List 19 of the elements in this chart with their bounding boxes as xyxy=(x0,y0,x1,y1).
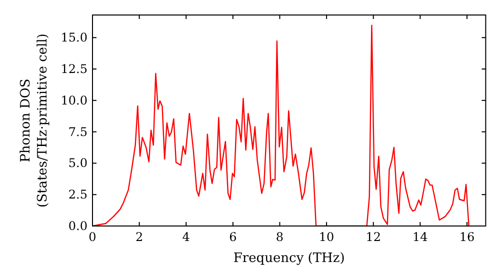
y-tick-label: 0.0 xyxy=(68,219,88,233)
x-tick-label: 10 xyxy=(318,230,334,244)
x-tick-label: 16 xyxy=(459,230,475,244)
x-tick-label: 14 xyxy=(412,230,428,244)
y-tick-label: 2.5 xyxy=(68,188,88,202)
x-tick-label: 4 xyxy=(182,230,190,244)
line-series xyxy=(92,24,470,226)
x-tick-label: 0 xyxy=(88,230,96,244)
x-axis-title: Frequency (THz) xyxy=(233,251,345,266)
y-axis-title: Phonon DOS (States/THz·primitive cell) xyxy=(18,33,50,208)
y-tick-label: 7.5 xyxy=(68,124,88,139)
x-tick-label: 6 xyxy=(229,230,237,244)
y-tick-label: 15.0 xyxy=(60,30,88,45)
x-tick-label: 12 xyxy=(366,230,381,244)
y-tick-label: 10.0 xyxy=(60,93,88,108)
x-tick-label: 8 xyxy=(276,230,284,244)
y-tick-label: 5.0 xyxy=(68,156,88,170)
x-tick-label: 2 xyxy=(135,230,144,244)
y-tick-label: 12.5 xyxy=(60,62,88,76)
